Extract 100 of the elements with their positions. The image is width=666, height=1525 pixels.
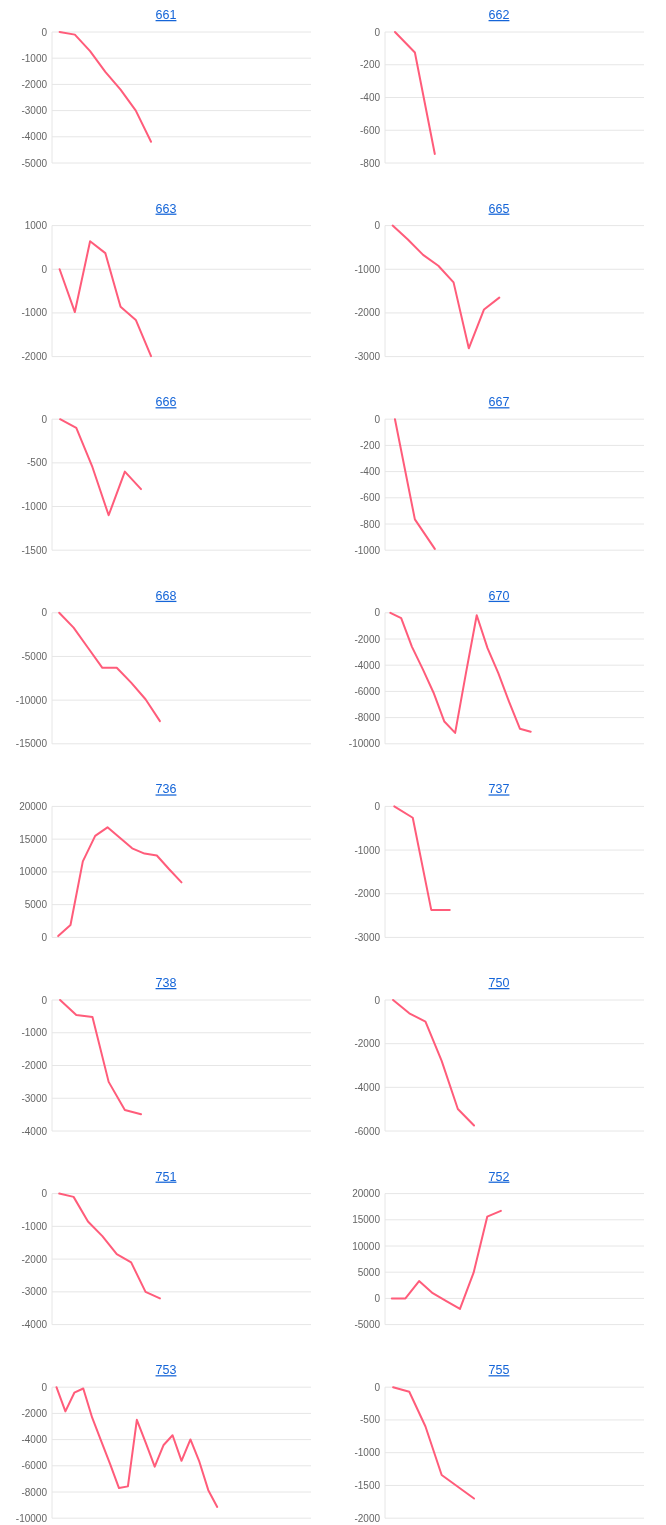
- line-series: [58, 1192, 161, 1300]
- y-tick-label: -4000: [354, 1081, 381, 1093]
- y-tick-label: -1000: [354, 1447, 381, 1459]
- y-tick-label: -400: [359, 92, 381, 103]
- y-tick-label: -2000: [354, 633, 381, 645]
- y-tick-label: 10000: [352, 1240, 381, 1252]
- y-tick-label: -3000: [354, 351, 381, 363]
- y-tick-label: 0: [41, 26, 48, 38]
- y-tick-label: -1000: [21, 307, 48, 319]
- chart-title: 738: [155, 976, 177, 990]
- y-tick-label: -500: [359, 1414, 381, 1426]
- line-series: [392, 999, 476, 1127]
- y-tick-label: -4000: [21, 1434, 48, 1446]
- y-tick-label: 5000: [24, 899, 48, 911]
- line-series: [392, 1386, 476, 1500]
- y-tick-label: -500: [26, 457, 48, 469]
- y-tick-label: 5000: [357, 1266, 381, 1278]
- y-tick-label: 0: [41, 263, 48, 275]
- y-tick-label: 0: [41, 931, 48, 943]
- chart-title: 670: [488, 588, 510, 603]
- y-tick-label: -3000: [21, 105, 48, 117]
- chart-title: 736: [155, 782, 177, 797]
- chart-title: 752: [488, 1169, 510, 1184]
- line-series: [59, 999, 143, 1116]
- y-tick-label: -2000: [354, 1512, 381, 1524]
- line-series: [59, 418, 143, 517]
- y-tick-label: 0: [374, 800, 381, 812]
- y-tick-label: 0: [374, 220, 381, 232]
- chart-title: 755: [488, 1363, 510, 1378]
- y-tick-label: 0: [41, 413, 48, 425]
- y-tick-label: 15000: [19, 833, 48, 845]
- y-tick-label: 0: [41, 607, 48, 619]
- y-tick-label: -15000: [15, 738, 48, 750]
- y-tick-label: -400: [359, 466, 381, 478]
- line-series: [389, 611, 532, 734]
- y-tick-label: -1000: [21, 1027, 48, 1039]
- y-tick-label: -5000: [354, 1319, 381, 1331]
- y-tick-label: -2000: [21, 78, 48, 90]
- y-tick-label: 0: [374, 1381, 381, 1393]
- chart-title: 663: [155, 201, 177, 216]
- y-tick-label: 10000: [19, 866, 48, 878]
- y-tick-label: -600: [359, 124, 381, 136]
- y-tick-label: -10000: [15, 694, 48, 706]
- y-tick-label: -800: [359, 518, 381, 530]
- y-tick-label: -1000: [354, 544, 381, 556]
- line-series: [55, 1386, 219, 1508]
- y-tick-label: -4000: [21, 1125, 48, 1137]
- y-tick-label: -800: [359, 157, 381, 169]
- y-tick-label: -2000: [354, 888, 381, 900]
- y-tick-label: 0: [41, 1381, 48, 1393]
- chart-title: 668: [155, 588, 177, 603]
- y-tick-label: 20000: [19, 800, 48, 812]
- y-tick-label: -6000: [354, 1125, 381, 1137]
- y-tick-label: -4000: [21, 131, 48, 143]
- chart-title: 662: [488, 8, 510, 22]
- y-tick-label: -5000: [21, 650, 48, 662]
- chart-title: 667: [488, 395, 510, 410]
- y-tick-label: -10000: [348, 738, 381, 750]
- y-tick-label: -2000: [21, 1407, 48, 1419]
- y-tick-label: -2000: [21, 1060, 48, 1071]
- line-series: [57, 826, 183, 938]
- y-tick-label: -3000: [21, 1286, 48, 1298]
- y-tick-label: -1500: [21, 544, 48, 556]
- y-tick-label: -2000: [354, 1038, 381, 1050]
- line-series: [58, 611, 161, 723]
- y-tick-label: -1000: [21, 1220, 48, 1232]
- y-tick-label: -1000: [21, 52, 48, 64]
- y-tick-label: -1000: [21, 501, 48, 513]
- chart-title: 753: [155, 1363, 177, 1378]
- line-series: [58, 31, 153, 143]
- y-tick-label: -6000: [21, 1460, 48, 1472]
- y-tick-label: 1000: [24, 220, 48, 232]
- y-tick-label: -6000: [354, 685, 381, 697]
- y-tick-label: 0: [374, 1292, 381, 1304]
- y-tick-label: -2000: [354, 307, 381, 319]
- y-tick-label: 20000: [352, 1188, 381, 1200]
- y-tick-label: -1500: [354, 1479, 381, 1491]
- y-tick-label: -3000: [354, 931, 381, 943]
- y-tick-label: 15000: [352, 1214, 381, 1226]
- chart-title: 665: [488, 201, 510, 216]
- y-tick-label: 0: [41, 994, 48, 1006]
- y-tick-label: -1000: [354, 263, 381, 275]
- y-tick-label: -4000: [354, 659, 381, 671]
- y-tick-label: 0: [374, 607, 381, 619]
- chart-title: 751: [155, 1169, 177, 1184]
- line-series: [58, 240, 153, 358]
- y-tick-label: -600: [359, 492, 381, 504]
- y-tick-label: -200: [359, 439, 381, 451]
- y-tick-label: -2000: [21, 1253, 48, 1265]
- y-tick-label: -1000: [354, 844, 381, 856]
- chart-title: 661: [155, 8, 177, 22]
- y-tick-label: -10000: [15, 1512, 48, 1524]
- y-tick-label: 0: [374, 26, 381, 38]
- chart-title: 666: [155, 395, 177, 410]
- y-tick-label: 0: [374, 413, 381, 425]
- chart-title: 737: [488, 782, 510, 797]
- y-tick-label: 0: [374, 994, 381, 1006]
- line-series: [390, 1209, 502, 1310]
- y-tick-label: -8000: [354, 712, 381, 724]
- chart-title: 750: [488, 976, 510, 990]
